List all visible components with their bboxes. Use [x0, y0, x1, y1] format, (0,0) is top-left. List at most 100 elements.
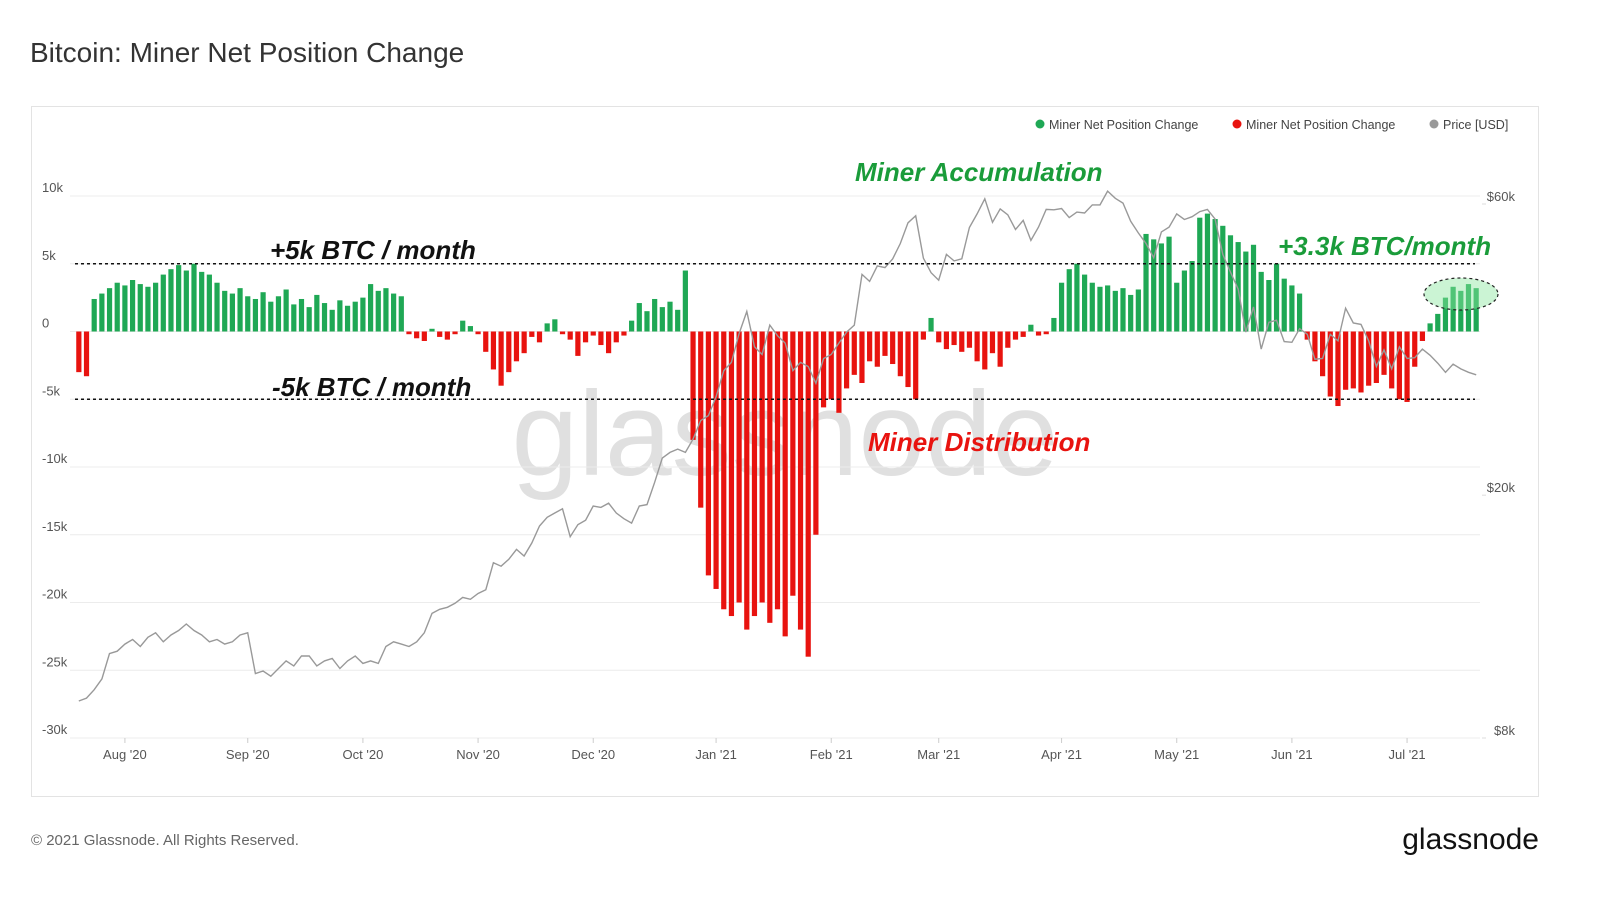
- bar: [122, 285, 128, 332]
- bar: [698, 331, 704, 508]
- bar: [1028, 324, 1034, 332]
- bar: [629, 320, 635, 332]
- bar: [275, 296, 282, 332]
- bar: [314, 294, 320, 332]
- bar: [1220, 225, 1226, 332]
- bar: [867, 331, 873, 362]
- bar: [106, 288, 113, 332]
- bar: [160, 274, 166, 332]
- bar: [1151, 239, 1157, 332]
- y-tick-label: -20k: [42, 587, 68, 602]
- bar: [1350, 331, 1356, 389]
- bar: [605, 331, 612, 354]
- bar: [1074, 263, 1080, 332]
- bar: [928, 317, 934, 332]
- bar: [1128, 294, 1134, 332]
- bar: [575, 331, 581, 356]
- bar: [391, 293, 397, 332]
- annotation: Miner Accumulation: [855, 157, 1103, 187]
- bar: [444, 331, 450, 340]
- bar: [782, 331, 788, 637]
- bar: [774, 331, 781, 610]
- bar: [690, 331, 696, 440]
- bar: [836, 331, 842, 413]
- bar: [1174, 282, 1180, 332]
- bar: [1343, 331, 1349, 390]
- bar: [644, 311, 650, 332]
- x-tick-label: Feb '21: [810, 747, 853, 762]
- bar: [1281, 278, 1287, 332]
- bar: [989, 331, 996, 354]
- bar: [237, 288, 243, 332]
- bar: [859, 331, 865, 383]
- reference-label: -5k BTC / month: [272, 372, 471, 402]
- bar: [360, 297, 366, 332]
- bar: [337, 300, 343, 332]
- bar: [1358, 331, 1364, 393]
- bar: [1473, 288, 1479, 332]
- bar: [329, 309, 335, 332]
- bar: [222, 290, 228, 332]
- legend-label: Price [USD]: [1443, 118, 1508, 132]
- x-tick-label: Apr '21: [1041, 747, 1082, 762]
- bar: [76, 331, 82, 373]
- bar: [874, 331, 880, 367]
- bar: [1043, 331, 1049, 335]
- bar: [1020, 331, 1026, 337]
- bar: [1320, 331, 1326, 377]
- bar: [1012, 331, 1019, 340]
- bar: [506, 331, 512, 373]
- y-tick-label: 10k: [42, 180, 63, 195]
- bar: [1419, 331, 1426, 341]
- bar: [1389, 331, 1395, 389]
- bar: [943, 331, 950, 350]
- bar: [398, 296, 404, 332]
- bar: [352, 301, 358, 332]
- bar: [1189, 261, 1195, 332]
- bar: [521, 331, 527, 354]
- bar: [552, 319, 558, 332]
- bar: [1058, 282, 1065, 332]
- bar: [344, 305, 351, 332]
- bar: [728, 331, 735, 617]
- y2-tick-label: $8k: [1494, 723, 1515, 738]
- bar: [1373, 331, 1379, 383]
- bar: [529, 331, 535, 337]
- bar: [636, 303, 642, 332]
- bar: [1135, 289, 1141, 332]
- bar: [936, 331, 942, 343]
- bar: [790, 331, 796, 596]
- legend-marker: [1232, 119, 1242, 129]
- bar: [713, 331, 719, 589]
- bar: [682, 270, 688, 332]
- bar: [1089, 282, 1095, 332]
- bar: [1051, 317, 1057, 332]
- bar: [828, 331, 834, 400]
- bar: [1166, 236, 1172, 332]
- bar: [321, 303, 328, 332]
- bar: [951, 331, 957, 346]
- bar: [1097, 286, 1103, 332]
- bar: [913, 331, 919, 400]
- reference-label: +5k BTC / month: [270, 235, 476, 265]
- bar: [1335, 331, 1341, 407]
- y-tick-label: 5k: [42, 248, 56, 263]
- bar: [176, 265, 182, 332]
- x-tick-label: May '21: [1154, 747, 1199, 762]
- bar: [1404, 331, 1410, 402]
- bar: [99, 293, 105, 332]
- bar: [1327, 331, 1333, 397]
- bar: [1035, 331, 1042, 336]
- bar: [452, 331, 458, 335]
- bar: [1435, 313, 1441, 332]
- price-line: [78, 189, 1477, 702]
- y2-tick-label: $20k: [1487, 480, 1516, 495]
- bar: [567, 331, 573, 340]
- x-tick-label: Mar '21: [917, 747, 960, 762]
- bar: [206, 274, 212, 332]
- bar: [843, 331, 850, 389]
- bar: [467, 326, 473, 332]
- bar: [421, 331, 427, 341]
- y2-tick-label: $60k: [1487, 189, 1516, 204]
- bar: [721, 331, 727, 610]
